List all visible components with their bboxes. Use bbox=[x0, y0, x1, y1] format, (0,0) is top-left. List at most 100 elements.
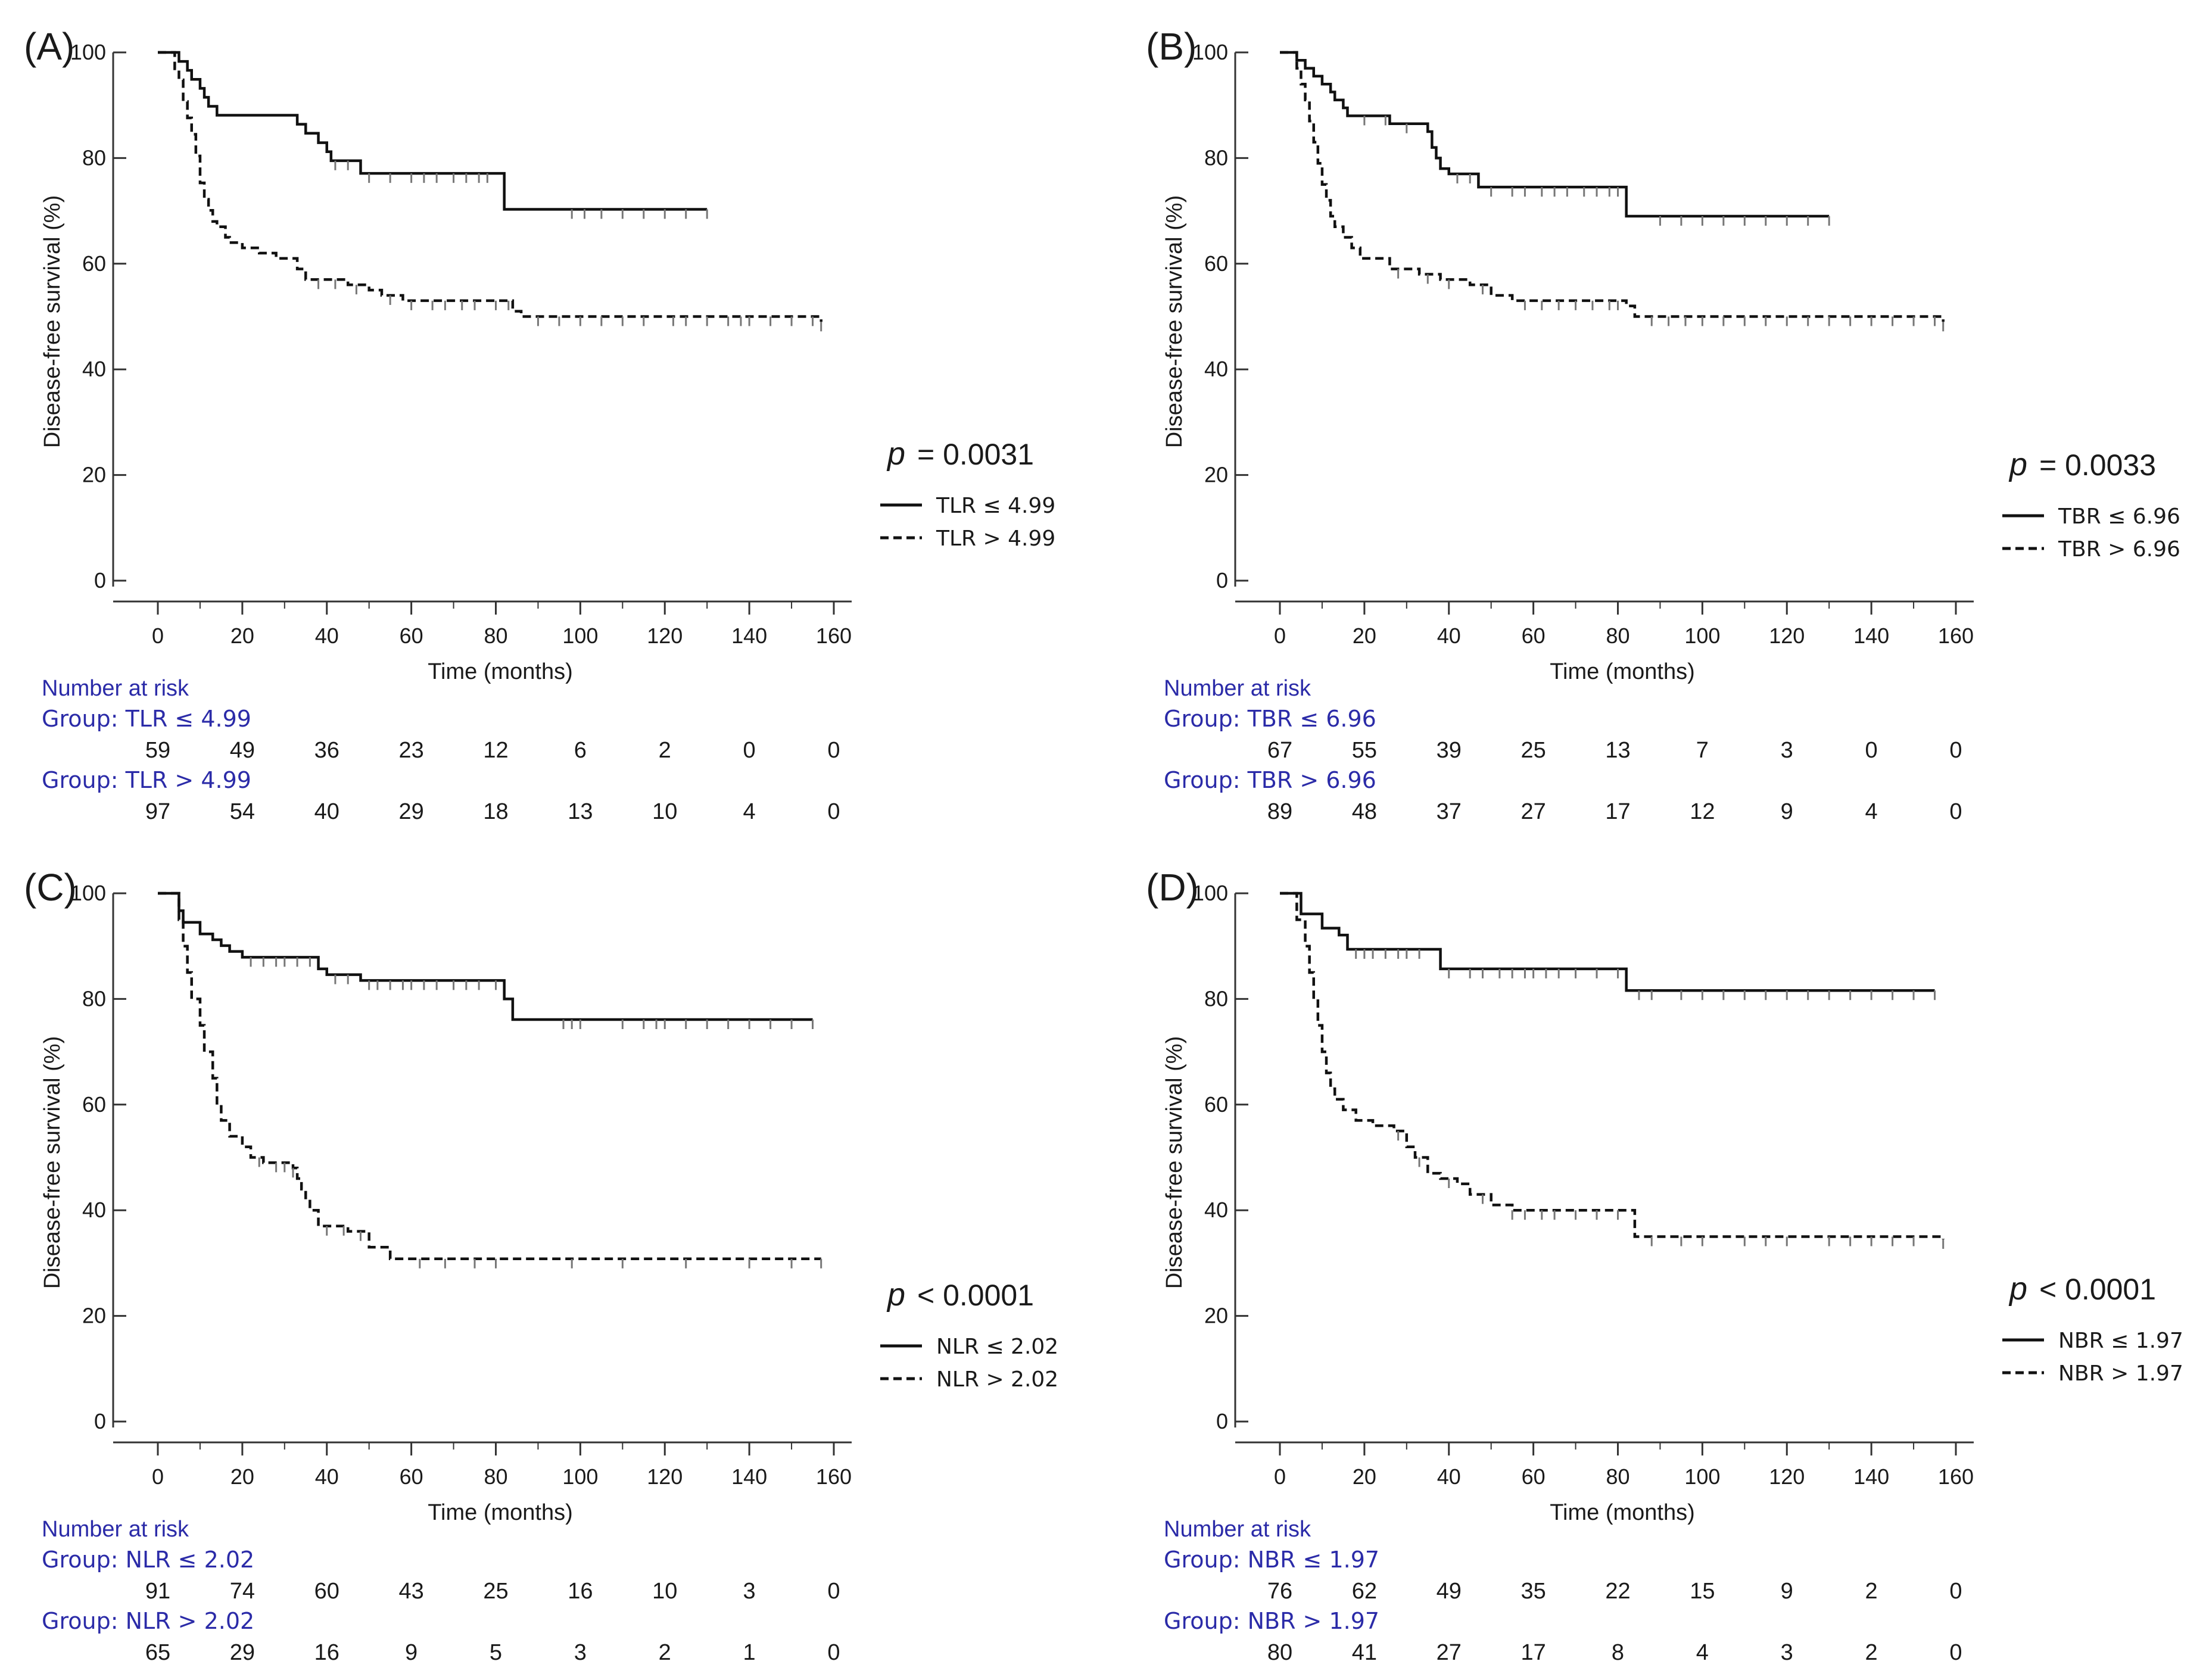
risk-count: 59 bbox=[145, 738, 170, 763]
x-axis-label: Time (months) bbox=[1550, 659, 1695, 684]
risk-count: 5 bbox=[490, 1640, 502, 1665]
risk-count: 1 bbox=[743, 1640, 756, 1665]
risk-count: 3 bbox=[1781, 1640, 1793, 1665]
x-tick-label: 60 bbox=[400, 624, 423, 648]
p-value-symbol: p bbox=[2008, 1271, 2027, 1307]
x-tick-label: 60 bbox=[1522, 624, 1546, 648]
x-tick-label: 0 bbox=[1274, 1464, 1286, 1489]
risk-count: 25 bbox=[483, 1579, 508, 1604]
risk-table-title: Number at risk bbox=[42, 676, 189, 701]
legend-label: TBR ≤ 6.96 bbox=[2058, 504, 2180, 529]
risk-count: 23 bbox=[398, 738, 423, 763]
risk-count: 7 bbox=[1696, 738, 1709, 763]
p-value-text: < 0.0001 bbox=[2039, 1273, 2156, 1306]
x-axis-label: Time (months) bbox=[1550, 1500, 1695, 1525]
risk-count: 0 bbox=[1949, 799, 1962, 824]
y-tick-label: 40 bbox=[1204, 357, 1228, 381]
risk-count: 27 bbox=[1520, 799, 1546, 824]
y-tick-label: 20 bbox=[82, 1304, 106, 1328]
risk-count: 62 bbox=[1352, 1579, 1377, 1604]
y-tick-label: 0 bbox=[94, 1409, 106, 1433]
x-tick-label: 80 bbox=[1606, 1464, 1629, 1489]
risk-count: 4 bbox=[1696, 1640, 1709, 1665]
risk-count: 0 bbox=[1949, 1579, 1962, 1604]
risk-count: 16 bbox=[314, 1640, 339, 1665]
x-tick-label: 140 bbox=[731, 1464, 767, 1489]
x-tick-label: 80 bbox=[484, 624, 507, 648]
risk-count: 18 bbox=[483, 799, 508, 824]
risk-count: 17 bbox=[1520, 1640, 1546, 1665]
y-tick-label: 80 bbox=[82, 986, 106, 1011]
y-axis-label: Disease-free survival (%) bbox=[1162, 1036, 1187, 1289]
panel-label: (B) bbox=[1146, 25, 1197, 68]
risk-count: 3 bbox=[574, 1640, 587, 1665]
panel-label: (C) bbox=[24, 866, 77, 909]
risk-count: 10 bbox=[652, 1579, 677, 1604]
legend-label: NLR ≤ 2.02 bbox=[936, 1335, 1058, 1359]
x-tick-label: 140 bbox=[1853, 624, 1889, 648]
risk-count: 89 bbox=[1267, 799, 1292, 824]
risk-count: 9 bbox=[1781, 799, 1793, 824]
risk-group-label: Group: TBR ≤ 6.96 bbox=[1164, 706, 1376, 732]
risk-count: 39 bbox=[1437, 738, 1462, 763]
y-tick-label: 0 bbox=[1216, 568, 1228, 593]
risk-count: 97 bbox=[145, 799, 170, 824]
x-tick-label: 80 bbox=[1606, 624, 1629, 648]
km-curve-high-group bbox=[1280, 892, 1945, 1239]
risk-count: 13 bbox=[1605, 738, 1630, 763]
p-value-text: = 0.0031 bbox=[917, 438, 1034, 471]
y-tick-label: 100 bbox=[1192, 881, 1228, 905]
risk-count: 4 bbox=[743, 799, 756, 824]
x-tick-label: 40 bbox=[1437, 624, 1461, 648]
risk-group-label: Group: NBR ≤ 1.97 bbox=[1164, 1547, 1379, 1573]
x-tick-label: 120 bbox=[647, 624, 683, 648]
risk-count: 49 bbox=[1437, 1579, 1462, 1604]
risk-count: 35 bbox=[1520, 1579, 1546, 1604]
risk-count: 16 bbox=[568, 1579, 593, 1604]
risk-count: 29 bbox=[230, 1640, 255, 1665]
y-tick-label: 40 bbox=[82, 357, 106, 381]
risk-group-label: Group: TLR > 4.99 bbox=[42, 767, 251, 793]
y-tick-label: 20 bbox=[1204, 1304, 1228, 1328]
x-axis-label: Time (months) bbox=[428, 1500, 573, 1525]
risk-count: 2 bbox=[659, 738, 671, 763]
risk-count: 22 bbox=[1605, 1579, 1630, 1604]
legend-label: TLR ≤ 4.99 bbox=[936, 494, 1055, 518]
legend-label: NBR > 1.97 bbox=[2058, 1361, 2183, 1386]
y-axis-label: Disease-free survival (%) bbox=[40, 195, 65, 448]
risk-group-label: Group: NLR > 2.02 bbox=[42, 1608, 254, 1634]
risk-count: 15 bbox=[1690, 1579, 1715, 1604]
risk-count: 10 bbox=[652, 799, 677, 824]
legend-label: NLR > 2.02 bbox=[936, 1367, 1058, 1392]
y-tick-label: 80 bbox=[1204, 145, 1228, 170]
risk-count: 0 bbox=[743, 738, 756, 763]
risk-count: 91 bbox=[145, 1579, 170, 1604]
x-tick-label: 60 bbox=[1522, 1464, 1546, 1489]
x-tick-label: 140 bbox=[731, 624, 767, 648]
risk-table-title: Number at risk bbox=[1164, 676, 1311, 701]
risk-count: 8 bbox=[1612, 1640, 1624, 1665]
risk-count: 2 bbox=[1865, 1579, 1878, 1604]
x-tick-label: 0 bbox=[152, 1464, 164, 1489]
risk-count: 67 bbox=[1267, 738, 1292, 763]
km-curve-low-group bbox=[158, 51, 708, 211]
x-tick-label: 100 bbox=[1684, 1464, 1720, 1489]
legend-label: TBR > 6.96 bbox=[2058, 537, 2180, 562]
risk-group-label: Group: NLR ≤ 2.02 bbox=[42, 1547, 254, 1573]
y-tick-label: 0 bbox=[1216, 1409, 1228, 1433]
y-tick-label: 100 bbox=[70, 40, 106, 64]
y-tick-label: 40 bbox=[82, 1198, 106, 1222]
km-curve-high-group bbox=[158, 892, 821, 1261]
x-tick-label: 40 bbox=[315, 1464, 339, 1489]
risk-count: 74 bbox=[230, 1579, 255, 1604]
x-tick-label: 160 bbox=[1938, 624, 1974, 648]
risk-count: 37 bbox=[1437, 799, 1462, 824]
panel-label: (A) bbox=[24, 25, 74, 68]
x-tick-label: 20 bbox=[1353, 624, 1376, 648]
x-tick-label: 20 bbox=[230, 1464, 254, 1489]
risk-count: 48 bbox=[1352, 799, 1377, 824]
x-tick-label: 160 bbox=[1938, 1464, 1974, 1489]
y-axis-label: Disease-free survival (%) bbox=[1162, 195, 1187, 448]
